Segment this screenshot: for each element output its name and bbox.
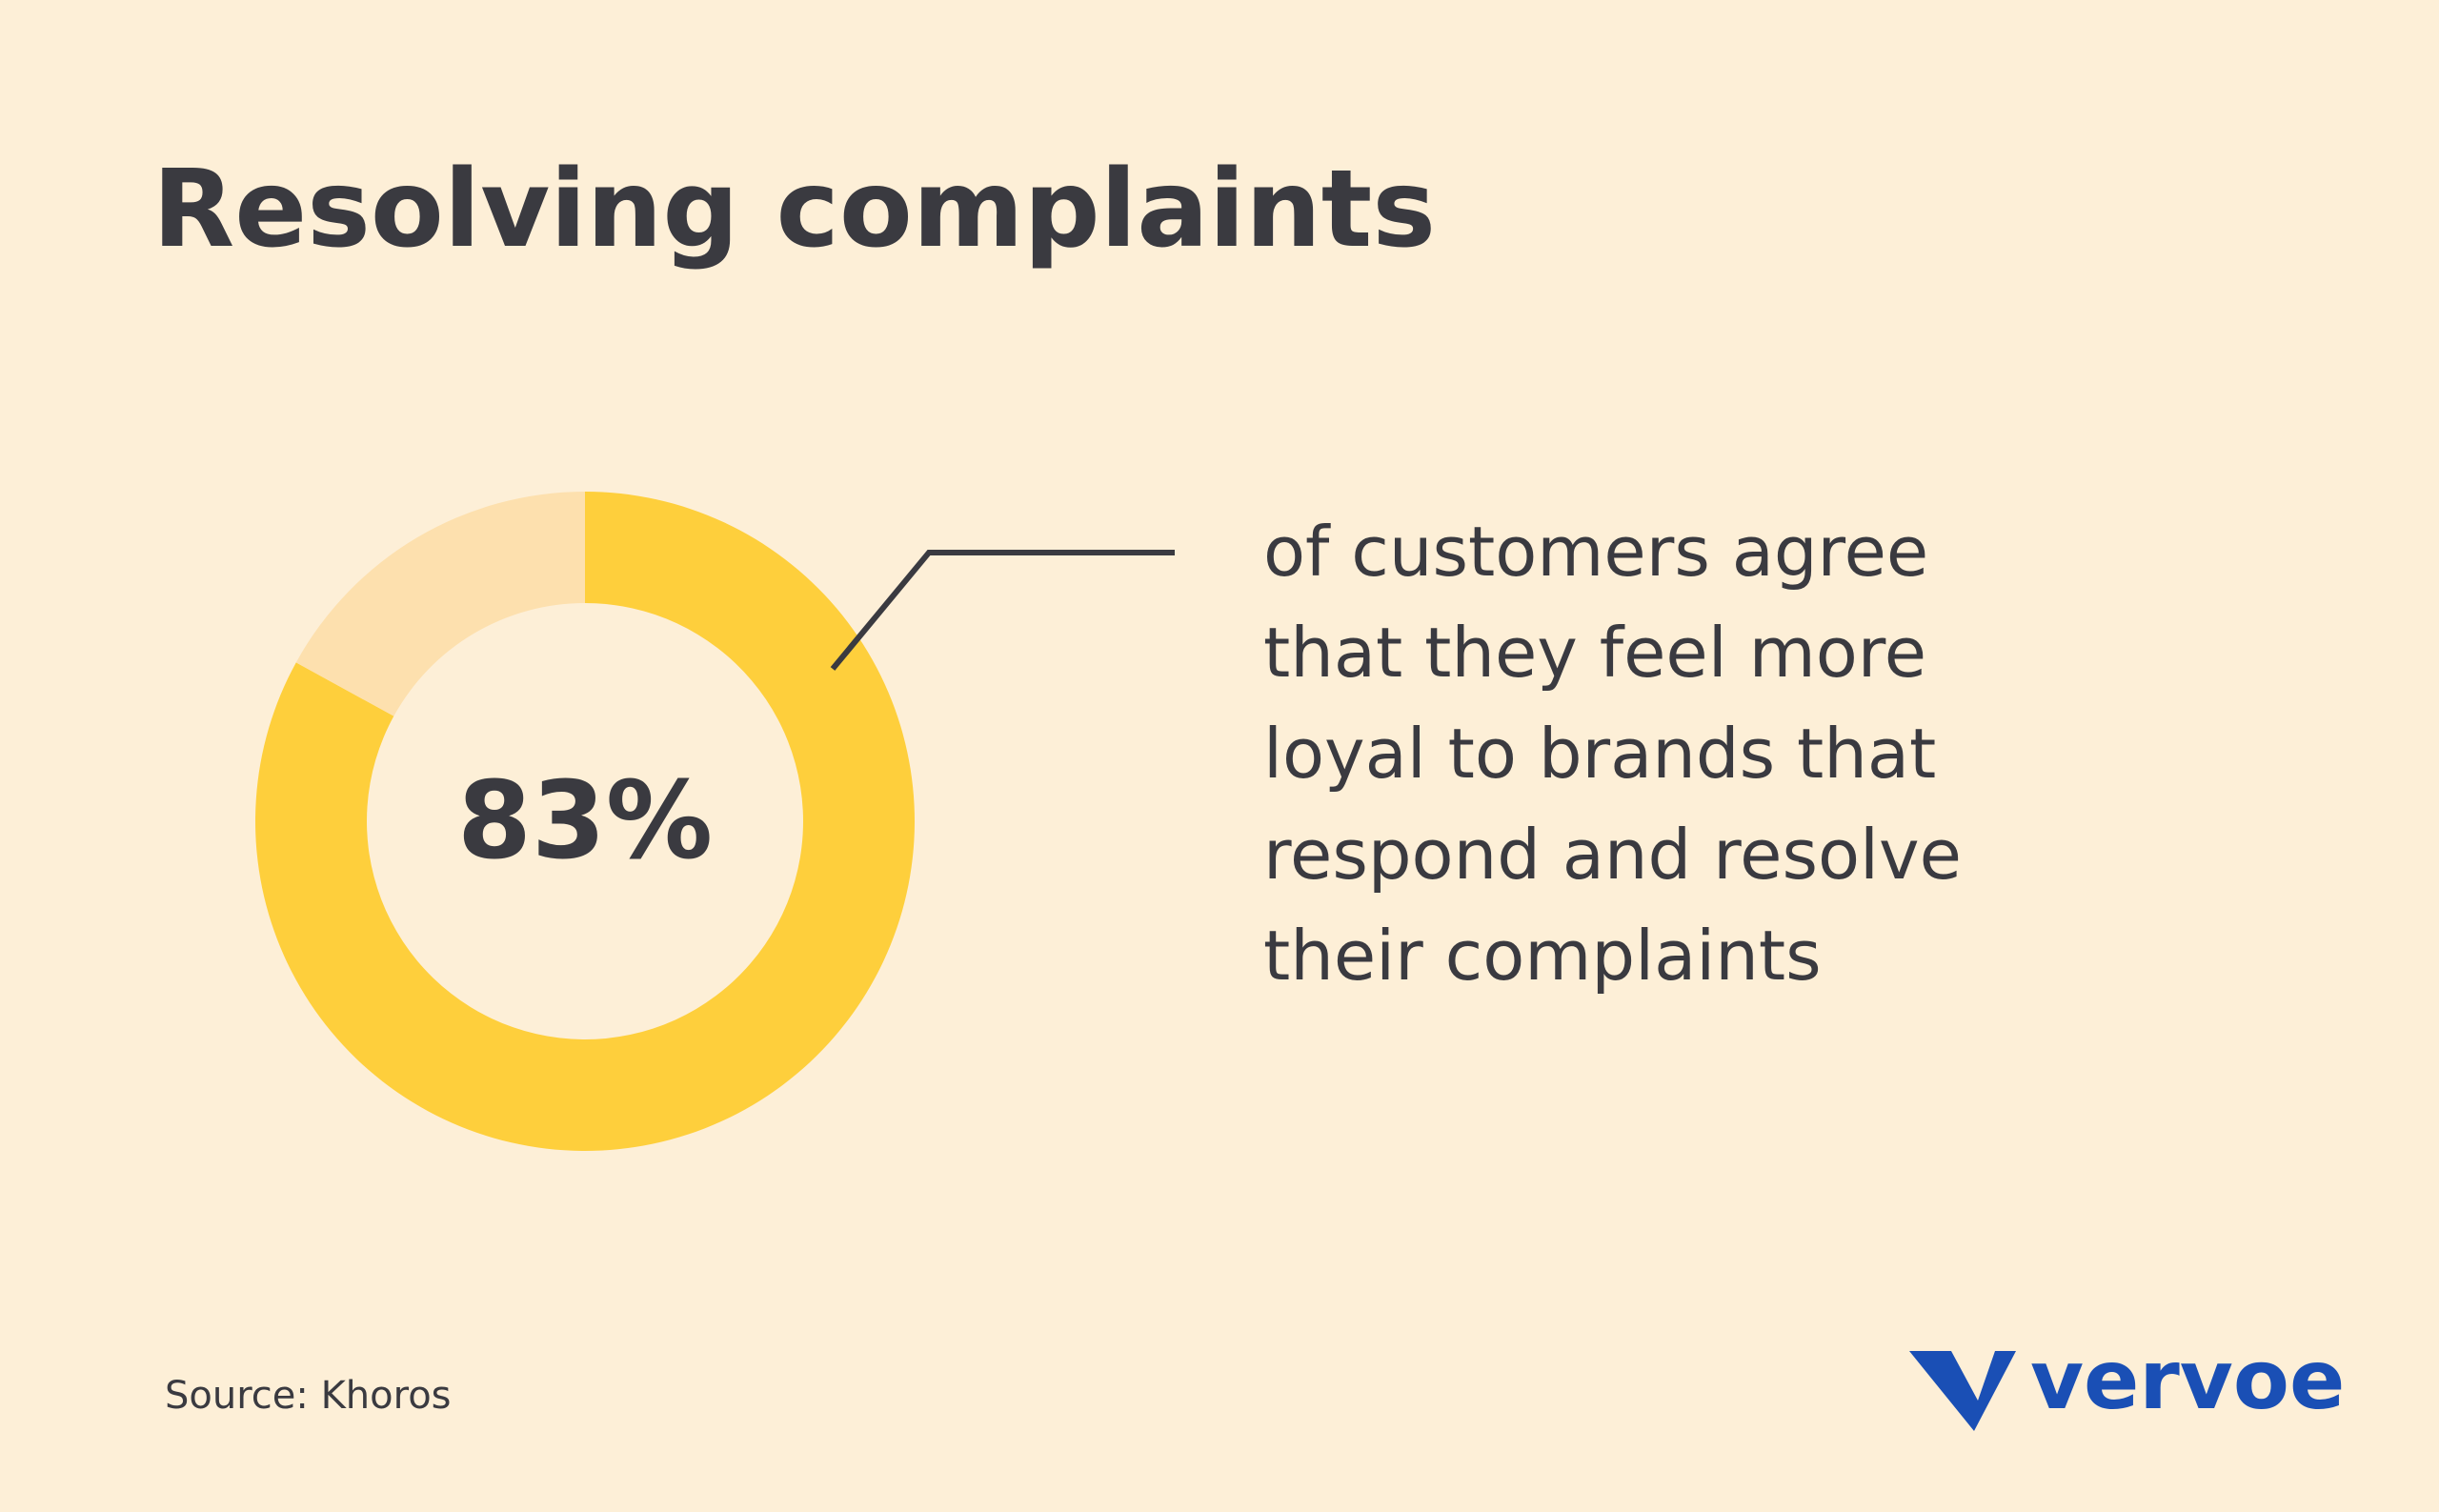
chart-title: Resolving complaints	[152, 148, 1436, 272]
value-label: 83%	[457, 759, 713, 883]
donut-segment	[255, 492, 915, 1151]
annotation: of customers agree that they feel more loy…	[1263, 512, 1962, 996]
annotation-line: of customers agree	[1263, 512, 1928, 592]
leader-line	[830, 550, 1175, 671]
annotation-line: that they feel more	[1263, 613, 1926, 693]
donut-segment	[295, 492, 585, 716]
annotation-line: their complaints	[1263, 916, 1822, 996]
logo-text: vervoe	[2030, 1333, 2345, 1428]
logo-mark	[1909, 1351, 2016, 1431]
annotation-line: respond and resolve	[1263, 815, 1962, 895]
source: Source: Khoros	[165, 1374, 452, 1418]
donut: 83%	[255, 492, 915, 1151]
annotation-line: loyal to brands that	[1263, 714, 1936, 794]
